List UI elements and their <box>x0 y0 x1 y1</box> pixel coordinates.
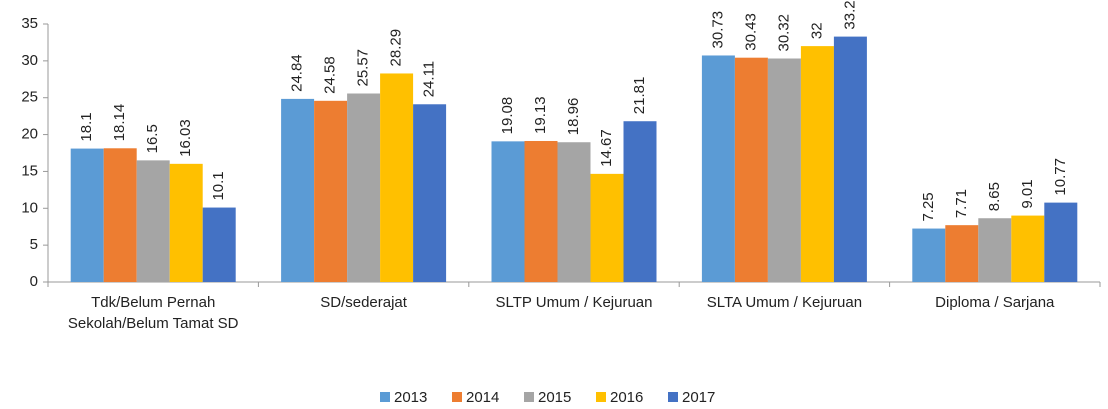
bar <box>800 46 834 282</box>
bar <box>701 55 735 283</box>
x-tick-label: Tdk/Belum Pernah Sekolah/Belum Tamat SD <box>67 294 239 332</box>
legend-swatch <box>452 392 462 402</box>
data-label: 30.32 <box>775 14 792 52</box>
data-label: 33.29 <box>841 0 858 30</box>
legend-label: 2013 <box>394 389 427 406</box>
y-tick-label: 25 <box>21 89 38 106</box>
legend-label: 2014 <box>466 389 499 406</box>
bar <box>169 163 203 282</box>
bar <box>380 73 414 283</box>
data-label: 10.77 <box>1052 158 1069 196</box>
bar <box>202 207 236 282</box>
y-tick-label: 35 <box>21 15 38 32</box>
legend-swatch <box>596 392 606 402</box>
data-label: 32 <box>808 22 825 39</box>
legend-label: 2015 <box>538 389 571 406</box>
bar <box>136 160 170 282</box>
bar <box>491 141 525 282</box>
data-label: 21.81 <box>631 77 648 115</box>
y-tick-label: 15 <box>21 162 38 179</box>
y-tick-label: 30 <box>21 52 38 69</box>
legend-swatch <box>668 392 678 402</box>
bar <box>734 57 768 283</box>
y-tick-label: 5 <box>30 236 38 253</box>
bar <box>767 58 801 282</box>
bar <box>1044 202 1078 282</box>
data-label: 16.03 <box>177 119 194 157</box>
data-label: 30.43 <box>742 13 759 51</box>
data-label: 16.5 <box>144 124 161 153</box>
y-tick-label: 20 <box>21 126 38 143</box>
bar <box>978 218 1012 282</box>
legend-label: 2016 <box>610 389 643 406</box>
legend-label: 2017 <box>682 389 715 406</box>
data-label: 25.57 <box>355 49 372 87</box>
bar <box>413 104 447 282</box>
data-label: 28.29 <box>388 29 405 67</box>
y-tick-label: 10 <box>21 199 38 216</box>
bar <box>347 93 381 282</box>
y-tick-label: 0 <box>30 273 38 290</box>
data-label: 18.96 <box>565 98 582 136</box>
bar <box>1011 215 1045 282</box>
data-label: 9.01 <box>1019 179 1036 208</box>
bar <box>590 173 624 282</box>
data-label: 19.13 <box>532 96 549 134</box>
legend-swatch <box>380 392 390 402</box>
bar <box>833 36 867 282</box>
data-label: 18.14 <box>111 104 128 142</box>
bar <box>314 100 348 282</box>
data-label: 19.08 <box>499 97 516 135</box>
bar <box>103 148 137 282</box>
x-tick-label: Diploma / Sarjana <box>935 294 1055 311</box>
bar <box>557 142 591 282</box>
data-label: 30.73 <box>709 11 726 49</box>
x-tick-label: SLTA Umum / Kejuruan <box>706 294 863 311</box>
data-label: 24.84 <box>289 54 306 92</box>
data-label: 14.67 <box>598 129 615 167</box>
data-label: 10.1 <box>210 171 227 200</box>
legend-swatch <box>524 392 534 402</box>
data-label: 24.58 <box>322 56 339 94</box>
x-tick-label: SD/sederajat <box>320 294 407 311</box>
bar <box>623 121 657 282</box>
data-label: 8.65 <box>986 182 1003 211</box>
data-label: 7.25 <box>920 192 937 221</box>
data-label: 18.1 <box>78 112 95 141</box>
bar <box>945 225 979 282</box>
x-tick-label: SLTP Umum / Kejuruan <box>495 294 653 311</box>
bar <box>912 228 946 282</box>
data-label: 24.11 <box>421 61 438 97</box>
data-label: 7.71 <box>953 189 970 218</box>
bar <box>70 148 104 282</box>
bar <box>281 98 315 283</box>
bar <box>524 140 558 282</box>
